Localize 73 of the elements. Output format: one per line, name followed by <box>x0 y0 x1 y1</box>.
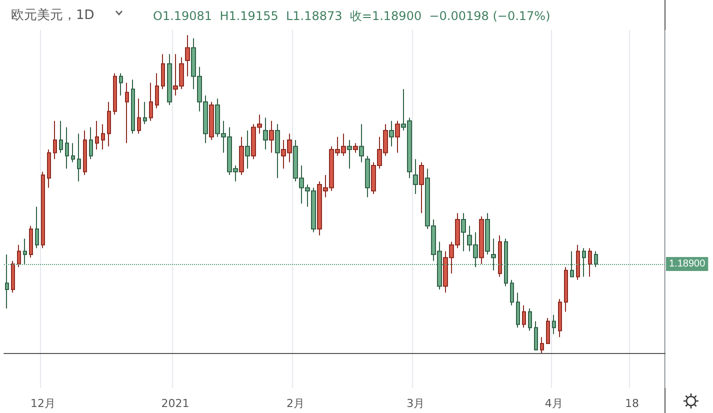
candlestick <box>365 155 370 198</box>
candlestick <box>275 124 280 179</box>
candlestick <box>389 120 394 147</box>
candlestick <box>491 238 496 271</box>
candlestick <box>239 136 244 176</box>
candlestick <box>540 336 544 354</box>
candlestick <box>131 79 135 134</box>
x-tick-label: 18 <box>624 397 639 410</box>
candlestick <box>570 250 574 278</box>
candlestick <box>498 234 502 278</box>
candlestick <box>113 72 117 116</box>
candlestick <box>510 279 514 306</box>
x-tick-label: 2021 <box>161 397 190 410</box>
candlestick <box>41 171 45 249</box>
candlestick <box>149 82 153 122</box>
candlestick <box>504 238 508 287</box>
x-tick-label: 3月 <box>406 397 425 410</box>
candlestick <box>161 54 165 90</box>
candlestick <box>167 54 172 106</box>
candlestick <box>576 244 580 280</box>
chart-subtitle: O1.19081 H1.19155 L1.18873 收=1.18900 −0.00198 (−0.17%) <box>153 9 550 23</box>
candlestick <box>516 292 520 328</box>
candlestick <box>59 120 63 154</box>
candlestick <box>485 212 490 255</box>
candlestick <box>546 318 550 344</box>
candlestick <box>155 72 159 109</box>
text: 1.18900 <box>669 258 706 270</box>
candlestick <box>71 142 75 163</box>
candlestick <box>209 101 214 141</box>
candlestick <box>269 120 274 154</box>
candlestick <box>107 101 111 147</box>
candlestick <box>95 120 99 150</box>
candlestick <box>263 117 268 150</box>
candlestick <box>347 140 352 170</box>
candlestick <box>143 101 147 125</box>
x-tick-label: 12月 <box>30 397 56 410</box>
candlestick <box>564 266 568 312</box>
candlestick <box>65 126 69 170</box>
candlestick <box>77 133 81 182</box>
candlestick <box>522 304 526 328</box>
candlestick <box>137 98 141 134</box>
candlestick <box>413 158 418 195</box>
x-tick-label: 4月 <box>544 397 563 410</box>
candlestick <box>245 130 250 170</box>
candlestick <box>479 216 484 265</box>
candlestick <box>5 254 9 310</box>
candlestick <box>558 298 562 338</box>
candlestick <box>47 149 51 188</box>
candlestick <box>552 314 556 334</box>
candlestick <box>359 124 364 163</box>
candlestick <box>588 248 592 278</box>
candlestick <box>17 244 21 268</box>
candlestick <box>395 120 400 154</box>
candlestick <box>534 320 538 350</box>
candlestick <box>101 124 105 150</box>
chart-title: 欧元美元，1D <box>11 7 94 23</box>
candlestick <box>35 206 39 249</box>
candlestick <box>23 238 27 265</box>
candlestick <box>353 142 358 154</box>
candlestick <box>185 34 190 77</box>
candlestick <box>11 260 15 294</box>
candlestick <box>461 212 466 252</box>
candlestick <box>83 130 87 176</box>
candlestick <box>89 126 93 160</box>
candlestick <box>419 162 424 214</box>
candlestick <box>528 308 532 332</box>
candlestick <box>594 250 598 268</box>
candlestick <box>125 82 129 144</box>
candlestick <box>53 120 57 160</box>
candlestick <box>29 225 33 258</box>
candlestick <box>582 248 586 278</box>
x-tick-label: 2月 <box>286 397 304 410</box>
candlestick <box>119 72 123 96</box>
